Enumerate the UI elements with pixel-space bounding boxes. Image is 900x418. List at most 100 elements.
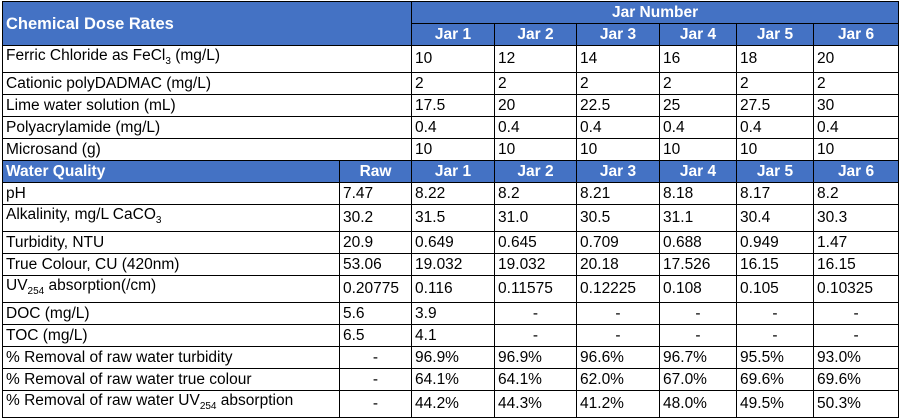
quality-value-cell: 62.0% (576, 368, 661, 392)
row-label-subscript: 3 (155, 215, 162, 227)
dose-value-cell: 22.5 (576, 94, 661, 118)
quality-value-cell: 31.1 (659, 204, 738, 233)
row-label: % Removal of raw water true colour (2, 368, 340, 392)
dose-header-row-2: Jar 1 Jar 2 Jar 3 Jar 4 Jar 5 Jar 6 (3, 23, 900, 46)
quality-value-cell: - (576, 324, 661, 348)
quality-value-cell: 0.688 (659, 231, 738, 255)
dose-value-cell: 10 (411, 138, 496, 162)
row-label-subscript: 254 (27, 286, 45, 298)
quality-row: DOC (mg/L) 5.6 3.9- - - - - (2, 302, 900, 326)
raw-value-cell: - (338, 346, 413, 370)
raw-value-cell: 30.2 (338, 204, 413, 233)
quality-jar-header: Jar 5 (736, 160, 815, 184)
row-label-text: TOC (mg/L) (6, 326, 88, 344)
quality-value-cell: - (736, 324, 815, 348)
quality-row: % Removal of raw water UV254 absorption -… (2, 390, 900, 418)
raw-value-cell: 6.5 (338, 324, 413, 348)
quality-value-cell: 0.649 (411, 231, 496, 255)
row-label-text: Microsand (g) (6, 140, 101, 158)
quality-value-cell: 93.0% (813, 346, 900, 370)
row-label-text: Lime water solution (mL) (6, 96, 176, 114)
row-label: Ferric Chloride as FeCl3 (mg/L) (1, 44, 413, 74)
quality-value-cell: 20.18 (576, 253, 661, 277)
row-label-text: DOC (mg/L) (6, 304, 90, 322)
dose-value-cell: 25 (659, 94, 738, 118)
quality-value-cell: 4.1 (411, 324, 496, 348)
dose-row: Microsand (g) 10 10 10 10 10 10 (1, 138, 900, 162)
dose-value-cell: 10 (736, 138, 815, 162)
dose-row: Ferric Chloride as FeCl3 (mg/L) 10 12 14 16 1… (1, 44, 900, 74)
quality-value-cell: - (813, 324, 900, 348)
quality-value-cell: 8.2 (813, 182, 900, 206)
raw-value-cell: 0.20775 (338, 275, 413, 304)
quality-value-cell: 69.6% (813, 368, 900, 392)
quality-value-cell: 31.0 (494, 204, 578, 233)
row-label-text: Cationic polyDADMAC (mg/L) (6, 74, 211, 92)
quality-value-cell: - (813, 302, 900, 326)
quality-row: UV254 absorption(/cm) 0.20775 0.116 0.11575… (2, 275, 900, 304)
raw-value-cell: 53.06 (338, 253, 413, 277)
dose-jar-header: Jar 6 (813, 23, 900, 46)
row-label-text: % Removal of raw water true colour (6, 370, 252, 388)
quality-row: % Removal of raw water true colour -64.1%… (2, 368, 900, 392)
row-label: pH (2, 182, 340, 206)
row-label-text: UV (6, 277, 28, 295)
quality-value-cell: 19.032 (494, 253, 578, 277)
quality-value-cell: 16.15 (736, 253, 815, 277)
dose-value-cell: 2 (736, 72, 815, 96)
quality-value-cell: - (494, 302, 578, 326)
dose-value-cell: 10 (494, 138, 578, 162)
dose-jar-header: Jar 5 (736, 23, 815, 46)
dose-value-cell: 2 (576, 72, 661, 96)
dose-value-cell: 0.4 (494, 116, 578, 140)
quality-value-cell: - (736, 302, 815, 326)
quality-jar-header: Jar 4 (659, 160, 738, 184)
dose-value-cell: 20 (494, 94, 578, 118)
quality-value-cell: 67.0% (659, 368, 738, 392)
dose-value-cell: 27.5 (736, 94, 815, 118)
dose-jar-header: Jar 1 (411, 23, 496, 46)
quality-row: % Removal of raw water turbidity -96.9% 96… (2, 346, 900, 370)
quality-value-cell: 0.645 (494, 231, 578, 255)
dose-row: Cationic polyDADMAC (mg/L) 2 2 2 2 2 2 (1, 72, 900, 96)
dose-row: Polyacrylamide (mg/L) 0.4 0.4 0.4 0.4 0.4 0.4 (1, 116, 900, 140)
quality-value-cell: 69.6% (736, 368, 815, 392)
dose-value-cell: 2 (813, 72, 900, 96)
row-label: Lime water solution (mL) (1, 94, 413, 118)
row-label-text: % Removal of raw water UV (6, 392, 200, 410)
row-label-text-suffix: absorption(/cm) (44, 277, 157, 295)
quality-value-cell: - (494, 324, 578, 348)
quality-value-cell: 8.22 (411, 182, 496, 206)
quality-value-cell: - (576, 302, 661, 326)
row-label-text: Alkalinity, mg/L CaCO (6, 206, 156, 224)
raw-value-cell: 20.9 (338, 231, 413, 255)
quality-value-cell: 16.15 (813, 253, 900, 277)
row-label: % Removal of raw water turbidity (2, 346, 340, 370)
quality-value-cell: 30.3 (813, 204, 900, 233)
dose-value-cell: 18 (736, 44, 815, 74)
dose-jar-header: Jar 4 (659, 23, 738, 46)
row-label: % Removal of raw water UV254 absorption (2, 390, 340, 418)
quality-value-cell: 0.709 (576, 231, 661, 255)
dose-value-cell: 30 (813, 94, 900, 118)
quality-value-cell: 0.11575 (494, 275, 578, 304)
quality-value-cell: 8.18 (659, 182, 738, 206)
quality-row: pH 7.47 8.22 8.2 8.21 8.18 8.17 8.2 (2, 182, 900, 206)
dose-jar-header: Jar 2 (494, 23, 578, 46)
quality-row: True Colour, CU (420nm) 53.06 19.032 19.032… (2, 253, 900, 277)
raw-value-cell: - (338, 390, 413, 418)
quality-value-cell: 30.5 (576, 204, 661, 233)
quality-value-cell: 44.3% (494, 390, 578, 418)
row-label: True Colour, CU (420nm) (2, 253, 340, 277)
dose-value-cell: 10 (659, 138, 738, 162)
row-label-text-suffix: absorption (216, 392, 294, 410)
dose-value-cell: 0.4 (736, 116, 815, 140)
dose-value-cell: 10 (411, 44, 496, 74)
quality-value-cell: 50.3% (813, 390, 900, 418)
row-label-subscript: 3 (165, 56, 171, 68)
quality-value-cell: 19.032 (411, 253, 496, 277)
quality-value-cell: 48.0% (659, 390, 738, 418)
quality-value-cell: 95.5% (736, 346, 815, 370)
dose-header-row-1: Chemical Dose Rates Jar Number (1, 1, 900, 46)
